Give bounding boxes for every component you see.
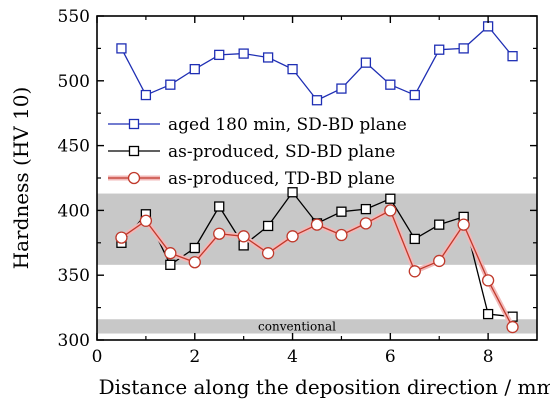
data-point: [213, 227, 226, 240]
series-0: [116, 21, 518, 106]
data-point: [434, 44, 445, 55]
y-tick-label: 450: [58, 137, 90, 157]
data-point: [457, 218, 470, 231]
legend-label: aged 180 min, SD-BD plane: [168, 115, 407, 135]
legend: aged 180 min, SD-BD plane as-produced, SD…: [108, 115, 407, 189]
data-point: [433, 254, 446, 268]
data-point: [506, 320, 519, 334]
data-point: [336, 83, 347, 94]
data-point: [139, 214, 153, 227]
x-tick-label: 8: [483, 347, 494, 367]
data-point: [482, 21, 494, 32]
data-point: [188, 256, 201, 269]
data-point: [335, 228, 348, 242]
data-point: [481, 274, 495, 287]
data-point: [458, 43, 469, 54]
data-point: [140, 89, 152, 101]
series-layer: [115, 21, 519, 334]
y-axis-title: Hardness (HV 10): [9, 87, 33, 270]
series-2: [115, 204, 519, 334]
data-point: [214, 201, 225, 212]
data-point: [507, 51, 518, 62]
data-point: [385, 79, 396, 90]
legend-entry-1: as-produced, SD-BD plane: [108, 142, 395, 162]
y-tick-label: 500: [58, 72, 90, 92]
x-tick-label: 2: [189, 347, 200, 367]
x-axis-title: Distance along the deposition direction …: [99, 375, 550, 399]
data-point: [385, 193, 396, 204]
y-tick-label: 550: [58, 7, 90, 27]
legend-label: as-produced, TD-BD plane: [168, 169, 395, 189]
data-point: [360, 57, 372, 68]
data-point: [189, 63, 200, 75]
data-point: [286, 230, 299, 243]
data-point: [336, 206, 347, 217]
axis-ticks: 0 2 4 6 8 300 350 400 450 500 550: [58, 7, 537, 367]
data-point: [384, 204, 397, 217]
legend-entry-2: as-produced, TD-BD plane: [108, 169, 395, 189]
legend-label: as-produced, SD-BD plane: [168, 142, 395, 162]
data-point: [287, 63, 298, 75]
data-point: [115, 231, 128, 244]
band-label: conventional: [258, 319, 336, 333]
y-tick-label: 350: [58, 266, 90, 286]
y-tick-label: 400: [58, 201, 90, 221]
data-point: [409, 233, 420, 245]
data-point: [262, 52, 274, 63]
x-tick-label: 0: [92, 347, 103, 367]
shaded-bands: conventional: [97, 193, 537, 334]
legend-marker: [127, 171, 141, 185]
data-point: [359, 217, 373, 230]
data-point: [238, 48, 249, 59]
legend-entry-0: aged 180 min, SD-BD plane: [108, 115, 407, 135]
data-point: [237, 230, 250, 243]
data-point: [262, 220, 274, 232]
data-point: [434, 219, 445, 230]
data-point: [116, 43, 127, 54]
data-point: [311, 95, 323, 106]
x-tick-label: 6: [385, 347, 396, 367]
band-1: [97, 319, 537, 334]
legend-marker: [128, 118, 140, 130]
legend-marker: [128, 145, 140, 157]
series-line: [120, 25, 514, 101]
data-point: [214, 49, 225, 61]
data-point: [310, 218, 324, 231]
x-tick-label: 4: [287, 347, 298, 367]
data-point: [409, 89, 420, 101]
data-point: [189, 242, 200, 254]
data-point: [165, 79, 176, 90]
data-point: [408, 265, 421, 278]
data-point: [261, 247, 275, 260]
data-point: [482, 308, 494, 320]
data-point: [165, 259, 176, 270]
y-tick-label: 300: [58, 331, 90, 351]
data-point: [164, 247, 177, 260]
data-point: [360, 203, 372, 215]
data-point: [287, 187, 298, 198]
